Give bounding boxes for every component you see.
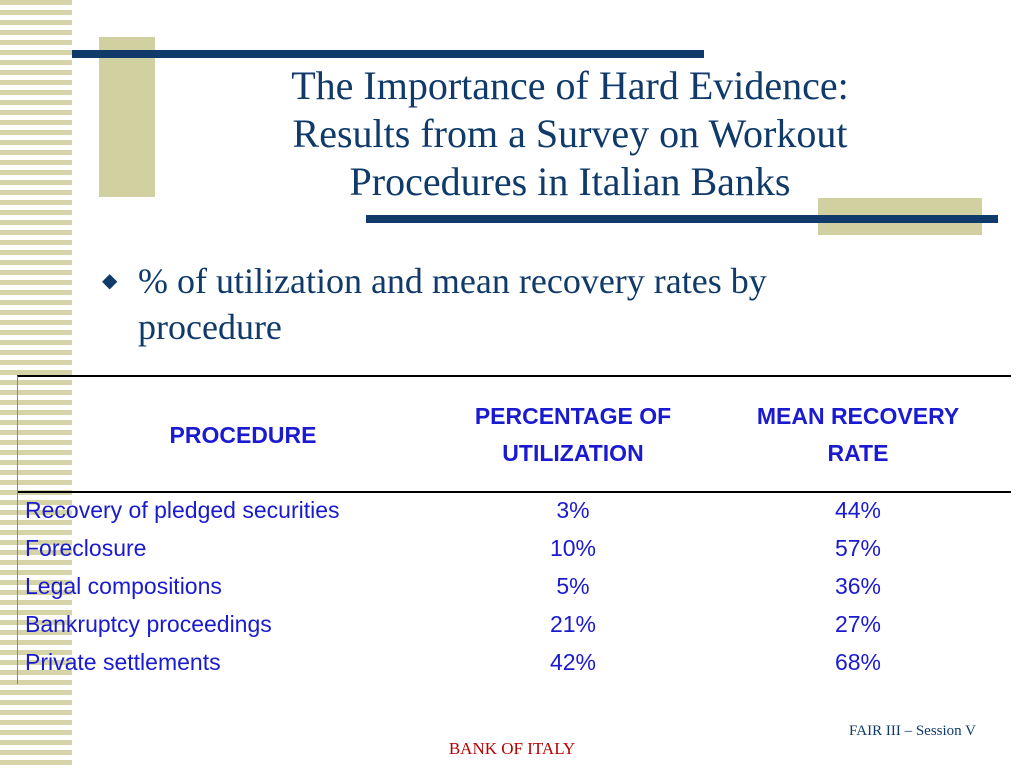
cell-procedure: Legal compositions (25, 573, 222, 599)
decor-block-top-left (99, 37, 155, 197)
diamond-bullet-icon: ◆ (102, 270, 118, 292)
table-row: Legal compositions 5% 36% (18, 569, 1011, 607)
cell-recovery-rate: 44% (834, 497, 882, 523)
table-row: Recovery of pledged securities 3% 44% (18, 493, 1011, 531)
cell-procedure: Foreclosure (25, 535, 147, 561)
cell-utilization: 42% (549, 649, 597, 675)
cell-utilization: 21% (549, 611, 597, 637)
decor-bar-bottom (366, 215, 998, 223)
cell-recovery-rate: 57% (834, 535, 882, 561)
header-utilization: PERCENTAGE OF UTILIZATION (474, 403, 672, 466)
footer-organization: BANK OF ITALY (448, 739, 576, 758)
cell-recovery-rate: 36% (834, 573, 882, 599)
recovery-table: PROCEDURE PERCENTAGE OF UTILIZATION MEAN… (17, 375, 1011, 684)
cell-recovery-rate: 68% (834, 649, 882, 675)
cell-procedure: Private settlements (25, 649, 221, 675)
bullet-text-line-2: procedure (138, 307, 282, 347)
bullet-text-line-1: % of utilization and mean recovery rates… (138, 261, 767, 301)
cell-procedure: Recovery of pledged securities (25, 497, 340, 523)
title-line-1: The Importance of Hard Evidence: (291, 63, 849, 108)
cell-utilization: 5% (556, 573, 590, 599)
table-row: Foreclosure 10% 57% (18, 531, 1011, 569)
cell-utilization: 3% (556, 497, 590, 523)
footer-session: FAIR III – Session V (849, 723, 976, 739)
table-row: Private settlements 42% 68% (18, 645, 1011, 683)
cell-procedure: Bankruptcy proceedings (25, 611, 272, 637)
title-line-3: Procedures in Italian Banks (349, 159, 791, 204)
table-header: PROCEDURE PERCENTAGE OF UTILIZATION MEAN… (18, 377, 1011, 493)
table-row: Bankruptcy proceedings 21% 27% (18, 607, 1011, 645)
header-recovery-rate: MEAN RECOVERY RATE (756, 403, 960, 466)
cell-utilization: 10% (549, 535, 597, 561)
cell-recovery-rate: 27% (834, 611, 882, 637)
bullet-point: ◆ % of utilization and mean recovery rat… (102, 258, 1002, 350)
striped-margin-decoration (0, 0, 72, 768)
header-procedure: PROCEDURE (169, 422, 317, 448)
slide-title: The Importance of Hard Evidence: Results… (200, 62, 940, 206)
title-line-2: Results from a Survey on Workout (292, 111, 848, 156)
decor-bar-top (72, 50, 704, 58)
